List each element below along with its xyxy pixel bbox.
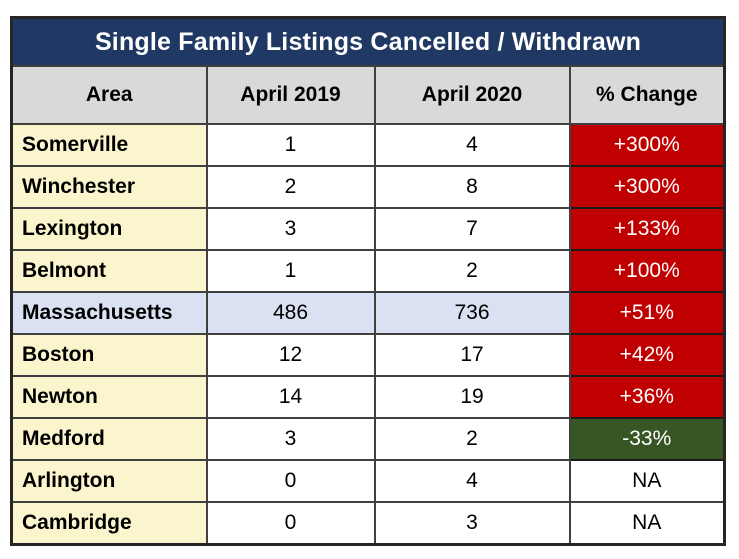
april-2020-cell: 19 [373, 375, 571, 419]
april-2019-cell: 14 [205, 375, 376, 419]
percent-change-cell: NA [568, 501, 726, 545]
table-row-belmont: Belmont 1 2 +100% [10, 249, 726, 293]
table-row-winchester: Winchester 2 8 +300% [10, 165, 726, 209]
table-row-lexington: Lexington 3 7 +133% [10, 207, 726, 251]
table-title: Single Family Listings Cancelled / Withd… [10, 16, 726, 67]
table-row-massachusetts: Massachusetts 486 736 +51% [10, 291, 726, 335]
listings-table: Single Family Listings Cancelled / Withd… [10, 16, 727, 546]
april-2019-cell: 3 [205, 417, 376, 461]
area-cell: Belmont [10, 249, 208, 293]
april-2020-cell: 2 [373, 417, 571, 461]
table-row-newton: Newton 14 19 +36% [10, 375, 726, 419]
percent-change-cell: NA [568, 459, 726, 503]
april-2020-cell: 3 [373, 501, 571, 545]
april-2020-cell: 7 [373, 207, 571, 251]
april-2019-cell: 12 [205, 333, 376, 377]
april-2019-cell: 2 [205, 165, 376, 209]
header-row: Area April 2019 April 2020 % Change [10, 65, 726, 125]
area-cell: Somerville [10, 123, 208, 167]
april-2020-cell: 17 [373, 333, 571, 377]
area-cell: Medford [10, 417, 208, 461]
april-2019-cell: 1 [205, 123, 376, 167]
april-2020-cell: 8 [373, 165, 571, 209]
area-cell: Newton [10, 375, 208, 419]
percent-change-cell: +42% [568, 333, 726, 377]
april-2019-cell: 1 [205, 249, 376, 293]
area-cell: Cambridge [10, 501, 208, 545]
area-cell: Winchester [10, 165, 208, 209]
table-row-boston: Boston 12 17 +42% [10, 333, 726, 377]
area-cell: Arlington [10, 459, 208, 503]
percent-change-cell: +300% [568, 123, 726, 167]
area-cell: Lexington [10, 207, 208, 251]
table-row-arlington: Arlington 0 4 NA [10, 459, 726, 503]
percent-change-cell: +36% [568, 375, 726, 419]
area-cell: Boston [10, 333, 208, 377]
april-2020-cell: 4 [373, 123, 571, 167]
table-row-somerville: Somerville 1 4 +300% [10, 123, 726, 167]
table-row-cambridge: Cambridge 0 3 NA [10, 501, 726, 545]
april-2019-cell: 0 [205, 501, 376, 545]
april-2019-cell: 486 [205, 291, 376, 335]
percent-change-cell: +100% [568, 249, 726, 293]
percent-change-cell: -33% [568, 417, 726, 461]
percent-change-cell: +51% [568, 291, 726, 335]
table-card: Single Family Listings Cancelled / Withd… [10, 16, 727, 546]
april-2020-cell: 2 [373, 249, 571, 293]
area-cell: Massachusetts [10, 291, 208, 335]
title-row: Single Family Listings Cancelled / Withd… [10, 16, 726, 67]
april-2020-cell: 4 [373, 459, 571, 503]
percent-change-cell: +300% [568, 165, 726, 209]
april-2019-cell: 3 [205, 207, 376, 251]
april-2019-cell: 0 [205, 459, 376, 503]
column-header-area: Area [10, 65, 208, 125]
percent-change-cell: +133% [568, 207, 726, 251]
column-header-april-2019: April 2019 [205, 65, 376, 125]
april-2020-cell: 736 [373, 291, 571, 335]
table-row-medford: Medford 3 2 -33% [10, 417, 726, 461]
column-header-percent-change: % Change [568, 65, 726, 125]
column-header-april-2020: April 2020 [373, 65, 571, 125]
